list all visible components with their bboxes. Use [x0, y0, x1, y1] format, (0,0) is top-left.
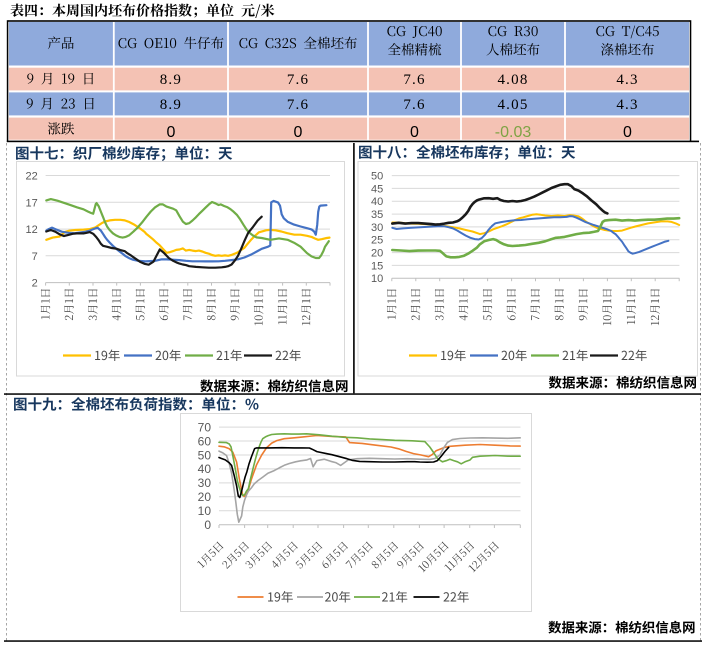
svg-text:20: 20	[371, 248, 383, 260]
svg-text:50: 50	[198, 448, 212, 462]
svg-text:50: 50	[371, 171, 383, 183]
svg-text:7: 7	[32, 251, 38, 263]
svg-text:12: 12	[26, 224, 38, 236]
svg-text:8.9: 8.9	[160, 72, 182, 88]
svg-text:25: 25	[371, 235, 383, 247]
svg-text:10: 10	[371, 273, 383, 285]
svg-text:70: 70	[198, 420, 212, 434]
svg-text:7.6: 7.6	[403, 72, 425, 88]
svg-text:17: 17	[26, 197, 38, 209]
svg-text:4.08: 4.08	[497, 72, 528, 88]
svg-text:45: 45	[371, 183, 383, 195]
svg-text:20: 20	[198, 490, 212, 504]
svg-text:7.6: 7.6	[403, 97, 425, 113]
svg-text:15: 15	[371, 260, 383, 272]
svg-text:10: 10	[198, 504, 212, 518]
svg-text:60: 60	[198, 434, 212, 448]
svg-text:30: 30	[198, 476, 212, 490]
svg-text:0: 0	[294, 124, 303, 141]
svg-text:0: 0	[410, 124, 419, 141]
svg-text:4.05: 4.05	[497, 97, 528, 113]
svg-text:30: 30	[371, 222, 383, 234]
svg-text:22: 22	[26, 171, 38, 183]
svg-text:7.6: 7.6	[287, 97, 309, 113]
svg-text:0: 0	[204, 518, 211, 532]
svg-text:4.3: 4.3	[616, 72, 638, 88]
svg-text:0: 0	[166, 124, 175, 141]
svg-text:7.6: 7.6	[287, 72, 309, 88]
svg-text:40: 40	[371, 196, 383, 208]
svg-text:-0.03: -0.03	[495, 124, 532, 141]
svg-text:40: 40	[198, 462, 212, 476]
svg-text:0: 0	[623, 124, 632, 141]
svg-text:4.3: 4.3	[616, 97, 638, 113]
svg-text:2: 2	[32, 278, 38, 290]
svg-text:8.9: 8.9	[160, 97, 182, 113]
svg-text:35: 35	[371, 209, 383, 221]
